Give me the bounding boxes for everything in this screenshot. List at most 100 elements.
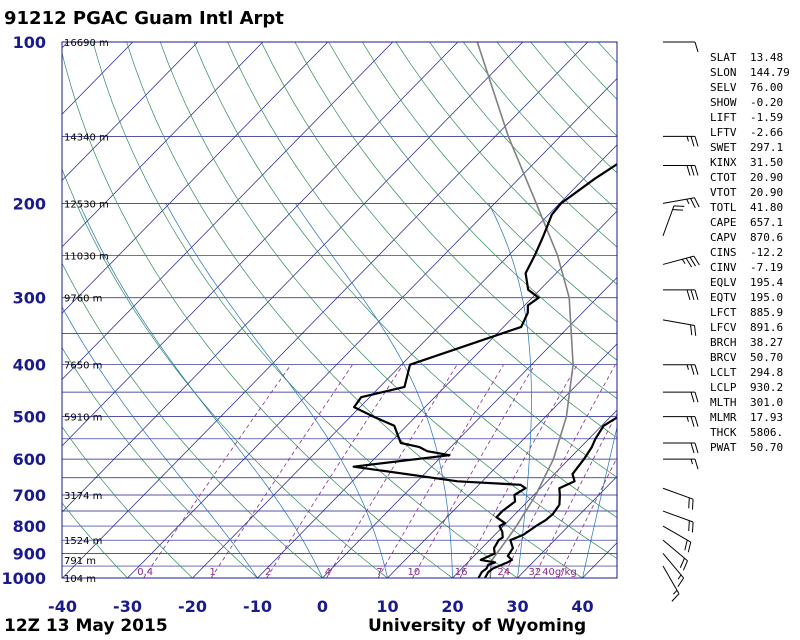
height-label: 1524 m bbox=[64, 536, 102, 547]
height-label: 11030 m bbox=[64, 251, 109, 262]
height-label: 9760 m bbox=[64, 294, 102, 305]
wind-barb bbox=[662, 510, 694, 533]
dry-adiabat bbox=[159, 42, 617, 559]
dry-adiabat bbox=[395, 42, 617, 285]
index-value: -0.20 bbox=[750, 96, 784, 109]
temperature-tick-label: 20 bbox=[441, 597, 463, 616]
index-row: BRCH 38.27 bbox=[710, 335, 790, 350]
index-name: LFTV bbox=[710, 126, 737, 139]
dry-adiabat bbox=[62, 502, 128, 578]
isotherm bbox=[62, 42, 199, 182]
pressure-tick-label: 300 bbox=[13, 289, 46, 308]
index-name: VTOT bbox=[710, 186, 737, 199]
index-name: CAPV bbox=[710, 231, 737, 244]
index-name: PWAT bbox=[710, 441, 737, 454]
mixing-ratio-line bbox=[143, 364, 292, 578]
index-row: LIFT -1.59 bbox=[710, 110, 790, 125]
index-value: 195.0 bbox=[750, 291, 784, 304]
mixing-ratio-label: 16 bbox=[455, 567, 468, 578]
moist-adiabat bbox=[582, 425, 617, 578]
pressure-tick-label: 600 bbox=[13, 450, 46, 469]
mixing-ratio-line bbox=[502, 364, 616, 578]
index-value: 5806. bbox=[750, 426, 784, 439]
wind-barb bbox=[662, 205, 685, 237]
moist-adiabat bbox=[78, 203, 323, 578]
isotherm bbox=[387, 343, 617, 578]
index-value: 50.70 bbox=[750, 351, 784, 364]
dry-adiabat bbox=[62, 168, 389, 578]
index-value: 41.80 bbox=[750, 201, 784, 214]
index-name: KINX bbox=[710, 156, 737, 169]
index-value: 930.2 bbox=[750, 381, 784, 394]
index-name: BRCH bbox=[710, 336, 737, 349]
stability-indices: SLAT 13.48 SLON 144.79 SELV 76.00 SHOW -0.20 LIF… bbox=[710, 50, 790, 455]
index-value: 891.6 bbox=[750, 321, 784, 334]
height-label: 3174 m bbox=[64, 491, 102, 502]
index-value: 885.9 bbox=[750, 306, 784, 319]
axis-labels: 0.4 1 2 4 7 10 16 24 32 40g/kg1002003004005006007… bbox=[1, 33, 593, 616]
index-name: EQLV bbox=[710, 276, 737, 289]
isotherm bbox=[62, 42, 589, 578]
index-name: LFCV bbox=[710, 321, 737, 334]
moist-adiabat bbox=[295, 203, 453, 578]
temperature-tick-label: 10 bbox=[376, 597, 398, 616]
mixing-ratio-line bbox=[377, 364, 504, 578]
wind-barb bbox=[663, 165, 699, 176]
index-row: MLTH 301.0 bbox=[710, 395, 790, 410]
isotherm bbox=[0, 42, 3, 578]
index-row: LCLT 294.8 bbox=[710, 365, 790, 380]
pressure-tick-label: 700 bbox=[13, 486, 46, 505]
index-row: VTOT 20.90 bbox=[710, 185, 790, 200]
index-row: CTOT 20.90 bbox=[710, 170, 790, 185]
index-row: LFCT 885.9 bbox=[710, 305, 790, 320]
temperature-tick-label: -30 bbox=[113, 597, 142, 616]
isotherm bbox=[452, 409, 617, 578]
parcel-trace bbox=[476, 42, 574, 578]
index-row: MLMR 17.93 bbox=[710, 410, 790, 425]
wind-barb bbox=[663, 135, 699, 147]
index-value: 870.6 bbox=[750, 231, 784, 244]
index-row: EQLV 195.4 bbox=[710, 275, 790, 290]
dry-adiabat bbox=[126, 42, 584, 578]
mixing-ratio-line bbox=[557, 457, 617, 578]
index-value: 13.48 bbox=[750, 51, 784, 64]
wind-barb bbox=[663, 442, 699, 454]
temperature-trace bbox=[484, 416, 617, 578]
moist-adiabat bbox=[62, 306, 258, 578]
mixing-ratio-line bbox=[266, 364, 404, 578]
index-row: TOTL 41.80 bbox=[710, 200, 790, 215]
mixing-ratio-label: 24 bbox=[497, 567, 510, 578]
wind-barb bbox=[662, 319, 697, 336]
plot-frame bbox=[61, 41, 618, 579]
index-name: MLMR bbox=[710, 411, 737, 424]
index-value: 294.8 bbox=[750, 366, 784, 379]
sounding-traces bbox=[352, 42, 617, 578]
index-row: SLAT 13.48 bbox=[710, 50, 790, 65]
wind-barb bbox=[662, 525, 692, 553]
index-row: CINV -7.19 bbox=[710, 260, 790, 275]
pressure-tick-label: 400 bbox=[13, 356, 46, 375]
index-row: SLON 144.79 bbox=[710, 65, 790, 80]
index-name: CAPE bbox=[710, 216, 737, 229]
wind-barb bbox=[662, 553, 684, 587]
height-label: 12530 m bbox=[64, 199, 109, 210]
height-label: 104 m bbox=[64, 574, 96, 585]
index-name: SHOW bbox=[710, 96, 737, 109]
index-value: 17.93 bbox=[750, 411, 784, 424]
mixing-ratio-label: 10 bbox=[407, 567, 420, 578]
height-label: 14340 m bbox=[64, 132, 109, 143]
moist-adiabat bbox=[488, 203, 532, 578]
mixing-ratio-label: 32 bbox=[528, 567, 541, 578]
index-value: 20.90 bbox=[750, 171, 784, 184]
index-name: SWET bbox=[710, 141, 737, 154]
index-row: THCK 5806. bbox=[710, 425, 790, 440]
index-name: LCLT bbox=[710, 366, 737, 379]
mixing-ratio-line bbox=[459, 364, 578, 578]
temperature-tick-label: -10 bbox=[243, 597, 272, 616]
index-name: CTOT bbox=[710, 171, 737, 184]
index-name: TOTL bbox=[710, 201, 737, 214]
index-name: LFCT bbox=[710, 306, 737, 319]
dry-adiabat bbox=[227, 42, 617, 478]
dry-adiabat bbox=[62, 426, 194, 578]
isotherm bbox=[322, 276, 617, 578]
